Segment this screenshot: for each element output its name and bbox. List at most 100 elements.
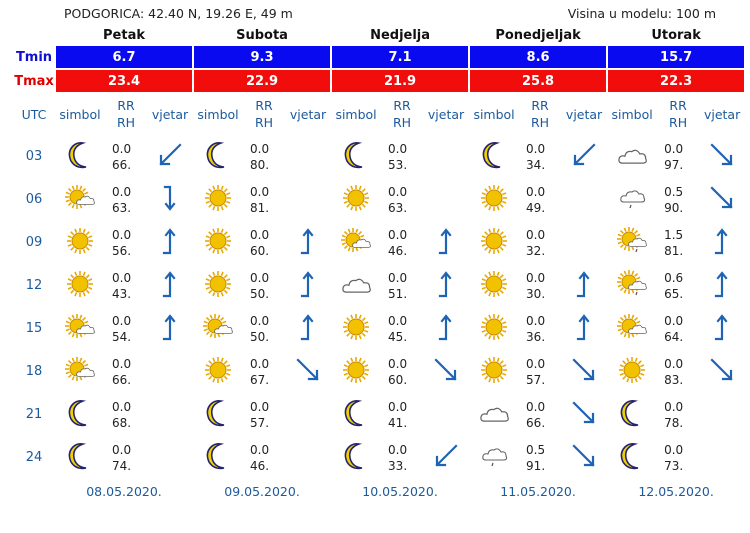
wind-cell [562,308,606,349]
cloud-icon [616,139,648,171]
sun-cloud-rain-icon [616,225,648,257]
symbol-cell [608,265,656,306]
sun-icon [202,354,234,386]
moon-icon [202,139,234,171]
rr-header: RR [531,98,549,113]
column-header-row: UTC simbol RR RH vjetar simbol RR RH vjetar simbo… [14,94,744,134]
sun-icon [340,311,372,343]
rr-header: RR [669,98,687,113]
sun-icon [202,182,234,214]
symbol-cell [332,437,380,478]
moon-icon [64,139,96,171]
rr-value: 0.0 [112,356,132,371]
tmax-value: 22.9 [194,70,331,92]
rr-rh-cell: 0.0 50. [244,265,284,306]
tmin-value: 9.3 [194,46,331,68]
wind-cell [148,222,192,263]
sun-cloud-icon [616,311,648,343]
moon-icon [340,440,372,472]
rh-value: 66. [112,372,132,387]
wind-cell [286,136,330,177]
rh-value: 50. [250,286,270,301]
wind-cell [700,437,744,478]
rh-value: 49. [526,200,546,215]
day-date: 10.05.2020. [362,483,438,499]
wind-cell [148,308,192,349]
hour-row: 21 0.0 68. 0.0 57. 0.0 41. 0.0 66. 0.0 78. [14,394,744,435]
wind-arrow-icon [294,227,322,255]
symbol-cell [194,308,242,349]
rr-value: 0.0 [250,399,270,414]
wind-header: vjetar [289,106,327,122]
symbol-cell [470,136,518,177]
rh-value: 46. [388,243,408,258]
rr-rh-cell: 0.5 90. [658,179,698,220]
wind-cell [700,222,744,263]
rr-rh-cell: 0.0 66. [520,394,560,435]
rr-value: 1.5 [664,227,684,242]
symbol-cell [608,222,656,263]
rr-rh-cell: 0.0 63. [106,179,146,220]
rh-value: 46. [250,458,270,473]
cloud-rain-icon [478,440,510,472]
utc-hour: 03 [25,149,43,164]
rr-rh-cell: 0.0 74. [106,437,146,478]
rh-value: 97. [664,157,684,172]
day-date: 11.05.2020. [500,483,576,499]
wind-arrow-icon [570,356,598,384]
wind-arrow-icon [708,141,736,169]
symbol-cell [608,351,656,392]
rr-value: 0.5 [664,184,684,199]
rh-value: 43. [112,286,132,301]
rr-value: 0.6 [664,270,684,285]
symbol-cell [332,308,380,349]
rr-value: 0.0 [664,356,684,371]
wind-arrow-icon [432,356,460,384]
sun-cloud-icon [64,311,96,343]
tmin-value: 7.1 [332,46,469,68]
sun-cloud-icon [340,225,372,257]
rr-value: 0.0 [388,399,408,414]
symbol-cell [194,265,242,306]
sun-icon [340,354,372,386]
rr-rh-cell: 0.0 57. [520,351,560,392]
rr-rh-cell: 0.0 80. [244,136,284,177]
day-name: Ponedjeljak [495,27,581,43]
moon-icon [64,397,96,429]
rr-value: 0.0 [250,184,270,199]
rh-value: 36. [526,329,546,344]
rh-value: 66. [526,415,546,430]
utc-header: UTC [21,106,47,122]
sun-cloud-icon [202,311,234,343]
rr-rh-cell: 0.0 41. [382,394,422,435]
hour-row: 18 0.0 66. 0.0 67. 0.0 60. 0.0 57. 0.0 83. [14,351,744,392]
hour-row: 06 0.0 63. 0.0 81. 0.0 63. 0.0 49. 0.5 90. [14,179,744,220]
moon-icon [478,139,510,171]
wind-cell [424,136,468,177]
wind-cell [424,351,468,392]
location-info: PODGORICA: 42.40 N, 19.26 E, 49 m [64,6,293,21]
tmin-row: Tmin 6.7 9.3 7.1 8.6 15.7 [14,46,745,68]
wind-cell [424,437,468,478]
wind-cell [148,136,192,177]
rr-rh-cell: 1.5 81. [658,222,698,263]
symbol-cell [470,394,518,435]
wind-cell [562,179,606,220]
wind-arrow-icon [708,356,736,384]
tmin-value: 15.7 [608,46,745,68]
rr-rh-cell: 0.0 46. [382,222,422,263]
rr-value: 0.0 [388,141,408,156]
wind-cell [424,394,468,435]
rr-rh-cell: 0.0 53. [382,136,422,177]
moon-icon [64,440,96,472]
rr-rh-cell: 0.0 49. [520,179,560,220]
rh-header: RH [669,115,688,130]
rh-value: 66. [112,157,132,172]
rh-value: 83. [664,372,684,387]
rr-value: 0.0 [112,270,132,285]
model-height-info: Visina u modelu: 100 m [567,6,716,21]
wind-arrow-icon [156,270,184,298]
rr-rh-cell: 0.0 67. [244,351,284,392]
rr-value: 0.0 [112,141,132,156]
rh-value: 74. [112,458,132,473]
